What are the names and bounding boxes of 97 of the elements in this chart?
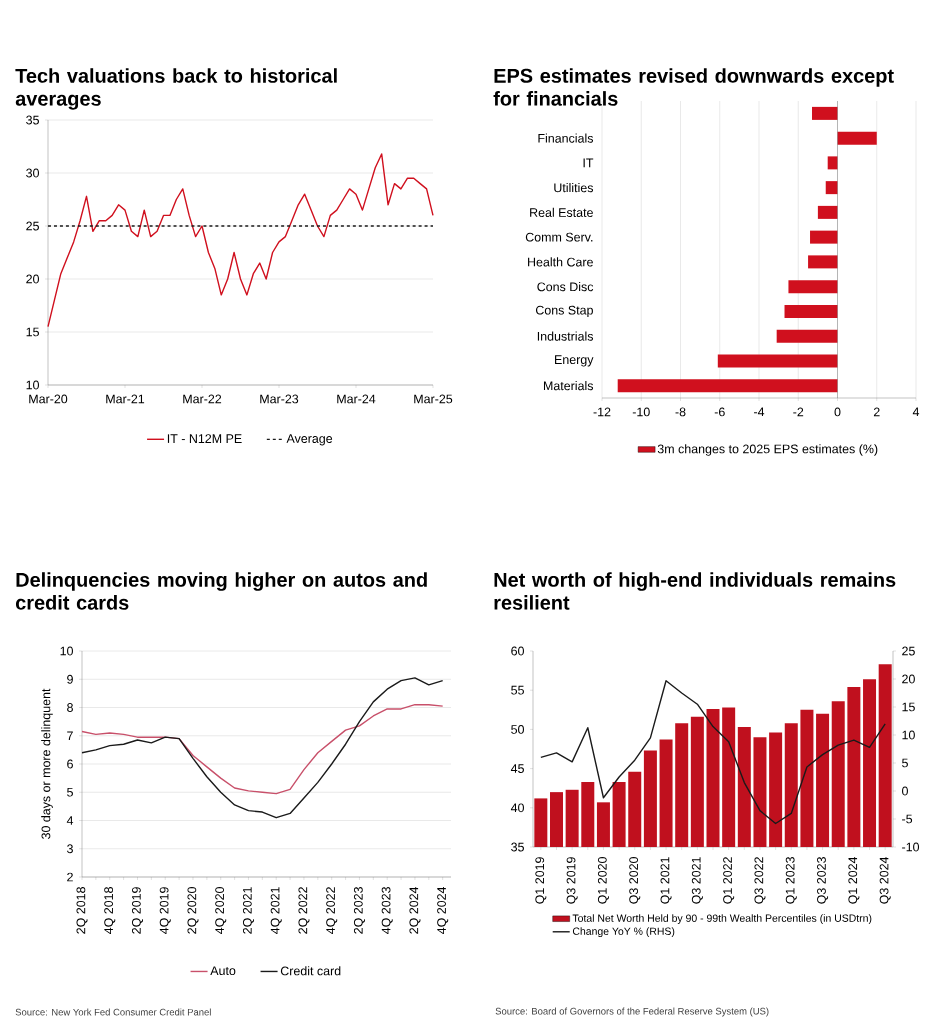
y-tick-label: 9	[67, 674, 73, 684]
source-note: Source: New York Fed Consumer Credit Panel	[15, 1008, 211, 1016]
y-tick-label: 25	[26, 221, 39, 231]
x-tick-label: 2Q 2023	[353, 887, 365, 934]
y-tick-label: 8	[67, 703, 73, 712]
y-tick-label: 20	[26, 274, 39, 284]
y2-tick-label: 5	[902, 758, 908, 768]
line-series	[81, 677, 444, 819]
chart-title: EPS estimates revised downwards except for financials	[493, 68, 894, 106]
y-tick-label: Health Care	[528, 257, 593, 267]
x-tick-label: 2	[873, 407, 880, 417]
x-tick-label: Q3 2019	[566, 857, 578, 904]
line-series	[540, 679, 886, 825]
x-tick-label: Mar-24	[337, 394, 376, 404]
y2-tick-label: 20	[902, 674, 915, 684]
x-tick-label: Q1 2022	[723, 857, 735, 904]
x-tick-label: 4Q 2022	[326, 887, 338, 935]
y-tick-label: Cons Disc	[537, 282, 594, 292]
y2-tick-label: 0	[902, 786, 908, 796]
x-tick-label: Q3 2020	[629, 857, 641, 904]
x-tick-label: Q3 2023	[817, 857, 829, 904]
x-tick-label: 0	[834, 407, 841, 417]
y-tick-label: Energy	[555, 355, 594, 367]
x-tick-label: 4Q 2018	[104, 887, 116, 935]
y-tick-label: Industrials	[537, 331, 594, 341]
y-tick-label: Real Estate	[530, 207, 593, 217]
x-tick-label: Mar-23	[260, 394, 299, 404]
y-tick-label: Utilities	[554, 183, 594, 193]
y2-tick-label: 25	[902, 646, 915, 656]
x-tick-label: 2Q 2021	[242, 887, 254, 934]
chart-title: Tech valuations back to historical averages	[15, 68, 337, 110]
legend-label: Change YoY % (RHS)	[572, 927, 675, 938]
y-tick-label: 10	[60, 646, 73, 656]
x-tick-label: -4	[754, 407, 765, 417]
y2-tick-label: 15	[902, 702, 915, 712]
x-tick-label: -8	[675, 407, 686, 417]
x-tick-label: 4Q 2019	[159, 887, 171, 935]
legend-label: Credit card	[280, 966, 341, 976]
y-tick-label: 35	[511, 842, 524, 852]
x-tick-label: Q3 2021	[691, 857, 703, 904]
y-tick-label: 15	[26, 327, 39, 337]
x-tick-label: 4Q 2023	[381, 887, 393, 935]
y-tick-label: 45	[510, 764, 524, 773]
y2-tick-label: -10	[902, 842, 920, 852]
x-tick-label: -6	[714, 407, 725, 417]
y-tick-label: 10	[26, 380, 39, 390]
x-tick-label: Q1 2019	[535, 857, 547, 904]
y-tick-label: 50	[511, 725, 524, 734]
x-tick-label: Mar-21	[106, 394, 145, 404]
y-tick-label: 5	[67, 787, 73, 797]
x-tick-label: -10	[632, 407, 650, 417]
y2-tick-label: 10	[902, 730, 915, 740]
y-tick-label: Materials	[543, 381, 594, 391]
y-tick-label: 40	[510, 803, 524, 813]
x-tick-label: Q3 2024	[879, 856, 891, 904]
x-tick-label: 2Q 2024	[409, 886, 421, 934]
x-tick-label: 2Q 2019	[131, 887, 144, 934]
y-tick-label: Financials	[538, 133, 594, 143]
x-tick-label: 4	[912, 407, 920, 417]
legend-label: IT - N12M PE	[167, 434, 242, 443]
x-tick-label: Q3 2022	[754, 857, 766, 904]
y-axis-title: 30 days or more delinquent	[41, 688, 53, 839]
x-tick-label: 2Q 2020	[187, 887, 199, 934]
y-tick-label: 35	[26, 115, 39, 125]
y-tick-label: 3	[67, 844, 73, 854]
x-tick-label: Q1 2020	[597, 857, 609, 904]
x-tick-label: Q1 2023	[785, 857, 797, 904]
y-tick-label: 60	[511, 646, 524, 656]
y-tick-label: Cons Stap	[535, 305, 593, 318]
x-tick-label: 2Q 2018	[76, 887, 88, 934]
x-tick-label: 4Q 2024	[437, 886, 449, 935]
y-tick-label: Comm Serv.	[525, 232, 593, 242]
legend-label: Average	[286, 434, 333, 446]
chart-title: Net worth of high-end individuals remains resilient	[494, 572, 896, 610]
legend-label: Auto	[210, 966, 236, 976]
x-tick-label: 4Q 2020	[215, 887, 227, 935]
x-tick-label: Mar-25	[414, 394, 453, 404]
x-tick-label: -2	[793, 407, 804, 417]
x-tick-label: Mar-20	[29, 394, 68, 404]
y-tick-label: 30	[26, 168, 39, 178]
y-tick-label: 4	[66, 816, 74, 825]
legend-label: Total Net Worth Held by 90 - 99th Wealth Percentiles (in USDtrn)	[572, 914, 872, 924]
y-tick-label: 6	[67, 759, 73, 769]
source-note: Source: Board of Governors of the Federal Reserve System (US)	[495, 1007, 769, 1017]
y-tick-label: 55	[511, 685, 524, 695]
chart-title: Delinquencies moving higher on autos and credit cards	[15, 572, 427, 610]
x-tick-label: Mar-22	[183, 394, 222, 404]
x-tick-label: Q1 2021	[660, 857, 672, 904]
x-tick-label: 2Q 2022	[298, 887, 310, 934]
y2-tick-label: -5	[902, 814, 913, 824]
x-tick-label: -12	[593, 407, 611, 417]
y-tick-label: 7	[67, 731, 73, 741]
y-tick-label: IT	[583, 158, 594, 168]
x-tick-label: 4Q 2021	[270, 887, 282, 935]
legend-label: 3m changes to 2025 EPS estimates (%)	[657, 444, 878, 456]
x-tick-label: Q1 2024	[848, 856, 860, 904]
line-series	[47, 153, 434, 328]
